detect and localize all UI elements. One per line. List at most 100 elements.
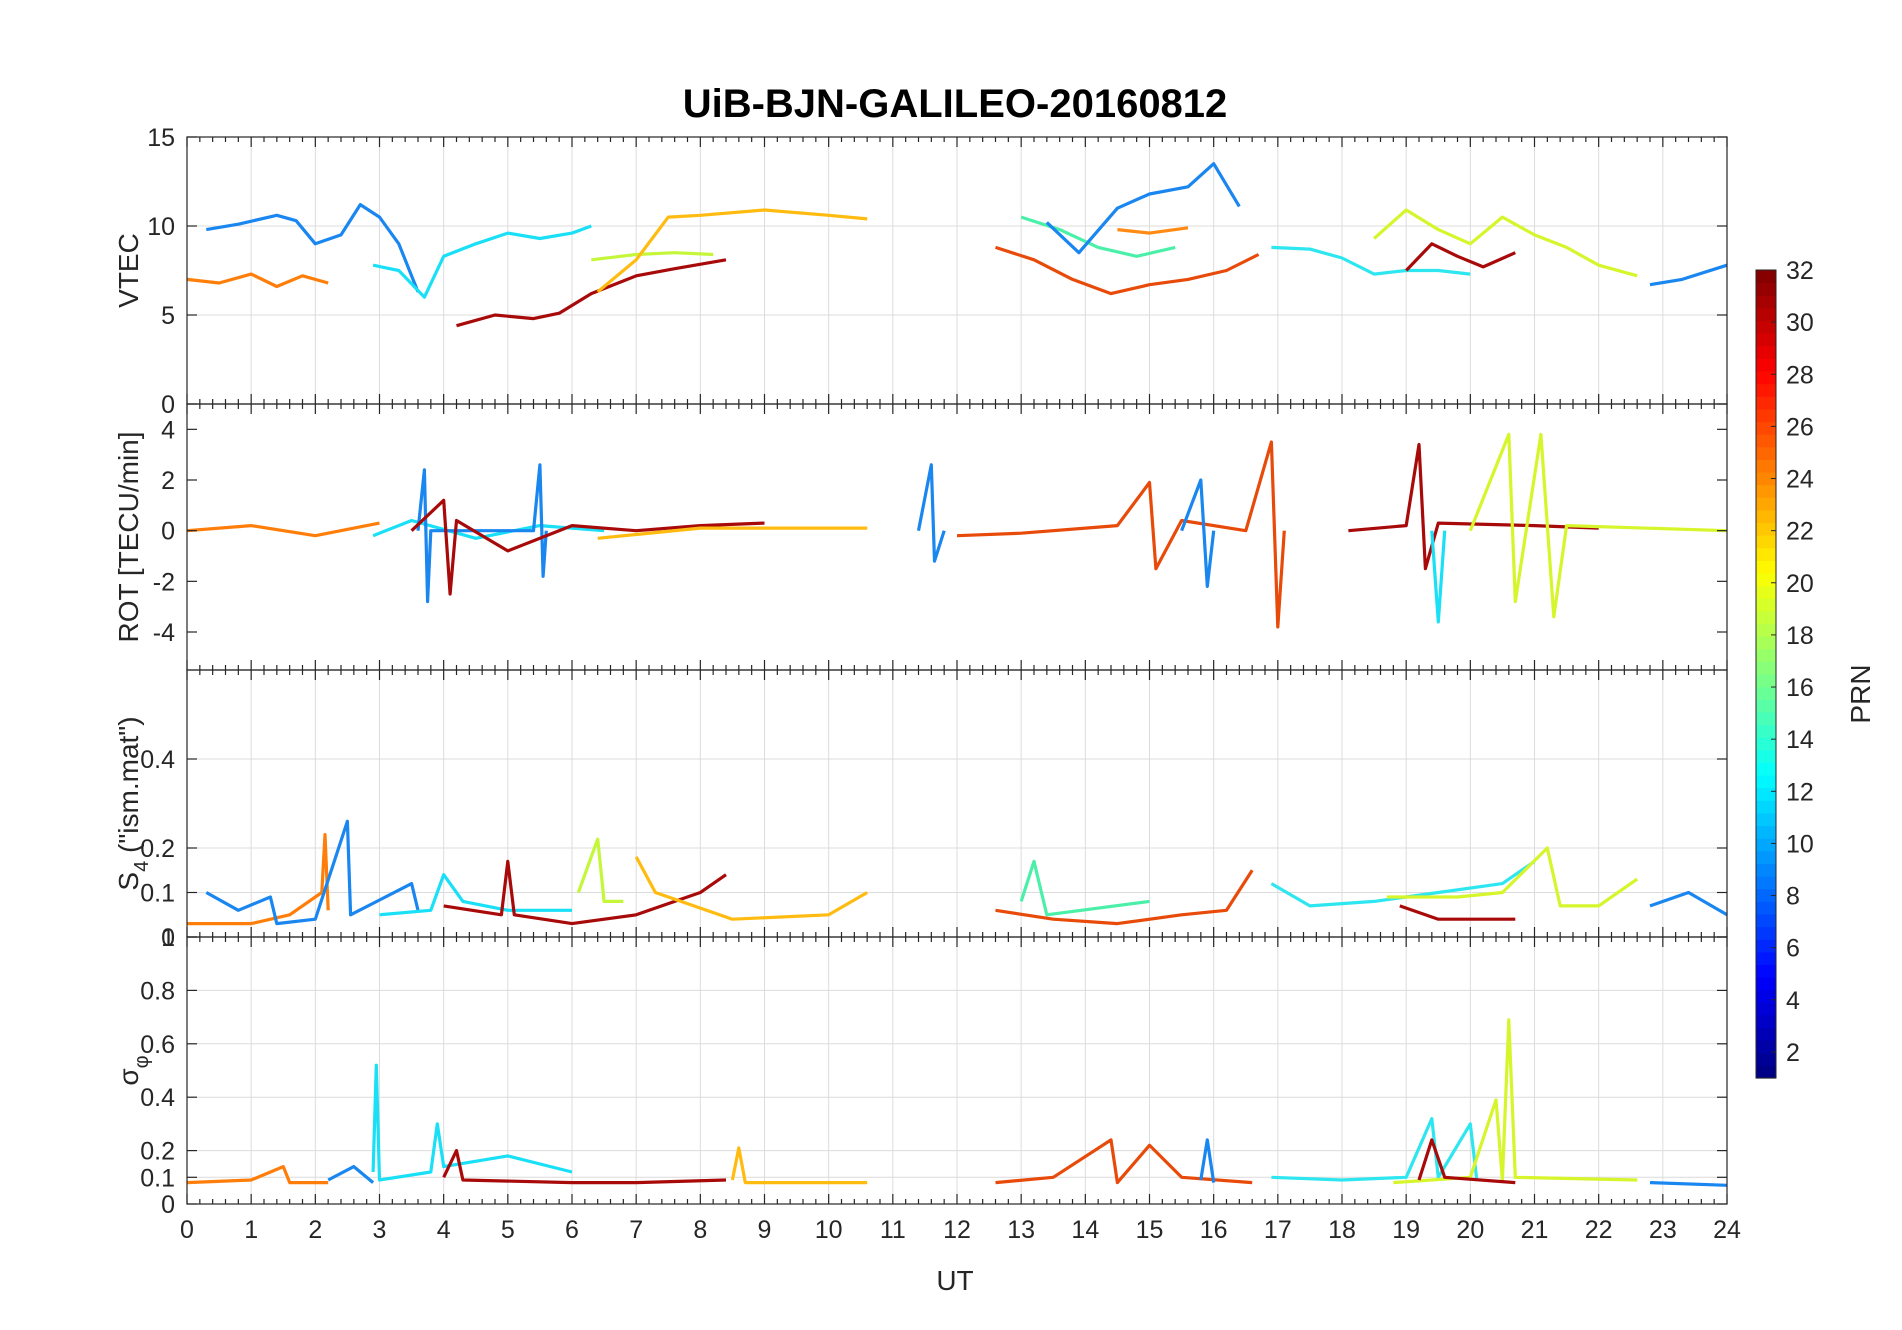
colorbar-cell <box>1756 939 1776 953</box>
series-line <box>442 1148 727 1185</box>
colorbar-cell <box>1756 876 1776 890</box>
colorbar-cell <box>1756 1065 1776 1079</box>
colorbar-tick-label: 12 <box>1786 778 1814 806</box>
colorbar-cell <box>1756 610 1776 625</box>
colorbar-tick-label: 16 <box>1786 674 1814 702</box>
series-line <box>443 859 727 926</box>
colorbar-cell <box>1756 737 1776 751</box>
colorbar-cell <box>1756 838 1776 852</box>
panel-vtec: 0 5 10 15 VTEC <box>113 124 1728 419</box>
colorbar-cell <box>1756 1052 1776 1066</box>
colorbar-frame <box>1755 269 1777 1079</box>
colorbar-cell <box>1756 1027 1776 1041</box>
colorbar-cell <box>1756 661 1776 675</box>
series-line <box>1393 1018 1638 1185</box>
x-tick-label: 7 <box>629 1216 643 1244</box>
colorbar-cell <box>1756 926 1776 940</box>
colorbar-cell <box>1756 711 1776 726</box>
colorbar-cell <box>1756 964 1776 978</box>
x-tick-label: 5 <box>501 1216 515 1244</box>
colorbar-cell <box>1756 913 1776 928</box>
x-tick-label: 20 <box>1456 1216 1484 1244</box>
y-tick-label: 0.6 <box>140 1031 175 1059</box>
colorbar-cell <box>1756 295 1776 309</box>
series-line <box>1468 432 1728 619</box>
colorbar-cell <box>1756 497 1776 511</box>
series-line <box>1270 860 1536 908</box>
y-tick-label: 0.2 <box>140 835 175 863</box>
colorbar-cell <box>1756 307 1776 322</box>
colorbar-cell <box>1756 598 1776 612</box>
colorbar-cell <box>1756 270 1776 284</box>
series-line <box>187 832 330 926</box>
y-tick-label: 0.4 <box>140 1084 175 1112</box>
series-line <box>186 521 380 538</box>
colorbar-cell <box>1756 383 1776 397</box>
colorbar-cell <box>1756 989 1776 1003</box>
colorbar-cell <box>1756 787 1776 801</box>
colorbar-cell <box>1756 623 1776 637</box>
y-axis-label-sub: 4 <box>131 861 153 872</box>
colorbar-tick-label: 26 <box>1786 413 1814 441</box>
colorbar-cell <box>1756 901 1776 915</box>
colorbar-cell <box>1756 951 1776 965</box>
colorbar-cell <box>1756 396 1776 410</box>
colorbar-cell <box>1756 1014 1776 1029</box>
series-line <box>597 526 868 540</box>
series-line <box>1430 530 1447 624</box>
y-tick-label: 0 <box>161 1191 175 1219</box>
colorbar-tick-label: 24 <box>1786 466 1814 494</box>
y-axis-label-main: σ <box>113 1068 144 1085</box>
colorbar-tick-label: 6 <box>1786 935 1800 963</box>
series-line <box>379 873 572 917</box>
series-line <box>730 1146 868 1185</box>
series-line <box>1348 442 1599 571</box>
y-axis-label: S4 ("ism.mat") <box>113 716 153 890</box>
x-tick-label: 17 <box>1264 1216 1292 1244</box>
series-line <box>576 837 624 904</box>
y-tick-label: 0.8 <box>140 977 175 1005</box>
series-line <box>1019 859 1150 917</box>
colorbar-cell <box>1756 825 1776 839</box>
colorbar-tick-label: 14 <box>1786 726 1814 754</box>
colorbar-cell <box>1756 459 1776 473</box>
x-tick-label: 23 <box>1649 1216 1677 1244</box>
y-tick-label: 0.1 <box>140 880 175 908</box>
colorbar-tick-label: 2 <box>1786 1039 1800 1067</box>
series-line <box>327 1164 375 1184</box>
colorbar-cell <box>1756 446 1776 460</box>
y-axis-label: VTEC <box>113 233 144 308</box>
y-tick-label: 10 <box>147 213 175 241</box>
series-line <box>1199 1138 1216 1183</box>
series-line <box>410 498 765 596</box>
colorbar-cell <box>1756 509 1776 524</box>
series-line <box>1271 245 1471 276</box>
series-line <box>1386 846 1639 908</box>
colorbar-cell <box>1756 724 1776 738</box>
x-tick-label: 22 <box>1585 1216 1613 1244</box>
x-tick-label: 19 <box>1392 1216 1420 1244</box>
x-axis-label: UT <box>936 1265 973 1296</box>
panel-frame <box>186 403 1728 671</box>
series-line <box>186 272 329 289</box>
series-line <box>596 208 868 294</box>
colorbar-cell <box>1756 573 1776 587</box>
series-line <box>205 819 420 926</box>
colorbar-cell <box>1756 812 1776 827</box>
colorbar-tick-label: 4 <box>1786 987 1800 1015</box>
x-tick-label: 4 <box>437 1216 451 1244</box>
colorbar-cell <box>1756 484 1776 498</box>
x-tick-label: 15 <box>1136 1216 1164 1244</box>
series-line <box>1180 478 1216 589</box>
y-axis-label-main: VTEC <box>113 233 144 308</box>
series-line <box>956 440 1286 629</box>
colorbar-cell <box>1756 699 1776 713</box>
y-tick-label: 1 <box>161 924 175 952</box>
x-tick-label: 9 <box>758 1216 772 1244</box>
colorbar-cell <box>1756 535 1776 549</box>
y-tick-label: -4 <box>153 619 175 647</box>
x-tick-label: 8 <box>693 1216 707 1244</box>
